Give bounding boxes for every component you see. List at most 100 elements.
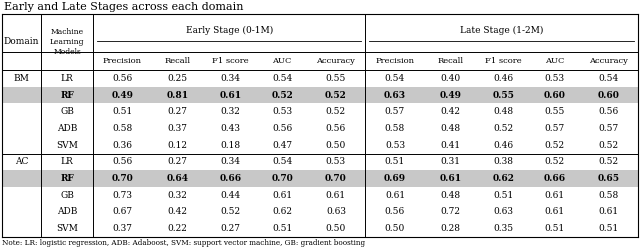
Text: Accuracy: Accuracy [589,57,628,65]
Text: 0.52: 0.52 [598,157,618,166]
Text: 0.72: 0.72 [440,207,460,216]
Text: Early and Late Stages across each domain: Early and Late Stages across each domain [4,2,243,12]
Text: 0.53: 0.53 [545,74,564,83]
Text: 0.49: 0.49 [439,90,461,100]
Text: 0.38: 0.38 [493,157,513,166]
Text: 0.27: 0.27 [221,224,241,233]
Text: 0.62: 0.62 [272,207,292,216]
Text: 0.46: 0.46 [493,141,513,150]
Text: 0.55: 0.55 [545,107,565,116]
Text: 0.54: 0.54 [272,157,292,166]
Text: 0.32: 0.32 [221,107,241,116]
Text: 0.31: 0.31 [440,157,460,166]
Text: 0.37: 0.37 [113,224,132,233]
Text: 0.28: 0.28 [440,224,460,233]
Text: 0.34: 0.34 [221,157,241,166]
Text: 0.47: 0.47 [272,141,292,150]
Text: AC: AC [15,157,28,166]
Text: 0.70: 0.70 [325,174,347,183]
Text: 0.66: 0.66 [543,174,566,183]
Text: 0.22: 0.22 [168,224,188,233]
Text: 0.61: 0.61 [326,191,346,200]
Text: 0.18: 0.18 [221,141,241,150]
Text: Recall: Recall [164,57,191,65]
Text: 0.52: 0.52 [326,107,346,116]
Text: 0.51: 0.51 [112,107,132,116]
Text: 0.27: 0.27 [168,107,188,116]
Text: 0.55: 0.55 [492,90,514,100]
Text: 0.42: 0.42 [168,207,188,216]
Text: 0.52: 0.52 [221,207,241,216]
Text: 0.44: 0.44 [221,191,241,200]
Text: 0.63: 0.63 [326,207,346,216]
Text: 0.56: 0.56 [385,207,405,216]
Text: AUC: AUC [545,57,564,65]
Text: 0.52: 0.52 [325,90,347,100]
Text: 0.48: 0.48 [440,191,460,200]
Text: 0.63: 0.63 [384,90,406,100]
Text: 0.25: 0.25 [168,74,188,83]
Text: 0.43: 0.43 [221,124,241,133]
Text: Recall: Recall [437,57,463,65]
Text: 0.56: 0.56 [272,124,292,133]
Text: 0.50: 0.50 [326,141,346,150]
Text: 0.35: 0.35 [493,224,513,233]
Text: ADB: ADB [57,124,77,133]
Text: ADB: ADB [57,207,77,216]
Text: 0.61: 0.61 [385,191,405,200]
Text: 0.51: 0.51 [272,224,292,233]
Text: 0.61: 0.61 [439,174,461,183]
Text: Machine
Learning
Models: Machine Learning Models [50,28,84,56]
Text: SVM: SVM [56,141,78,150]
Text: 0.61: 0.61 [220,90,242,100]
Text: 0.53: 0.53 [272,107,292,116]
Text: 0.60: 0.60 [544,90,566,100]
Text: 0.67: 0.67 [113,207,132,216]
Text: 0.61: 0.61 [272,191,292,200]
Text: 0.57: 0.57 [545,124,565,133]
Text: 0.65: 0.65 [598,174,620,183]
Text: 0.34: 0.34 [221,74,241,83]
Text: 0.57: 0.57 [598,124,619,133]
Text: 0.54: 0.54 [272,74,292,83]
Text: 0.40: 0.40 [440,74,460,83]
Text: 0.51: 0.51 [545,224,565,233]
Text: GB: GB [60,107,74,116]
Text: 0.57: 0.57 [385,107,405,116]
Text: 0.53: 0.53 [385,141,405,150]
Text: 0.62: 0.62 [492,174,514,183]
Text: 0.51: 0.51 [385,157,405,166]
Text: 0.53: 0.53 [326,157,346,166]
Text: F1 score: F1 score [212,57,249,65]
Text: 0.56: 0.56 [326,124,346,133]
Text: 0.32: 0.32 [168,191,188,200]
Text: Early Stage (0-1M): Early Stage (0-1M) [186,25,273,35]
Text: LR: LR [61,74,74,83]
Text: LR: LR [61,157,74,166]
Text: 0.52: 0.52 [271,90,293,100]
Text: 0.61: 0.61 [545,191,564,200]
Text: 0.58: 0.58 [598,191,619,200]
Text: 0.61: 0.61 [545,207,564,216]
Text: 0.50: 0.50 [385,224,405,233]
Text: 0.60: 0.60 [598,90,620,100]
Text: Precision: Precision [376,57,415,65]
Text: 0.70: 0.70 [111,174,133,183]
Bar [2,170,638,187]
Text: 0.69: 0.69 [384,174,406,183]
Text: 0.81: 0.81 [166,90,189,100]
Text: Accuracy: Accuracy [316,57,355,65]
Text: 0.37: 0.37 [168,124,188,133]
Text: 0.51: 0.51 [493,191,513,200]
Text: F1 score: F1 score [485,57,522,65]
Text: 0.36: 0.36 [113,141,132,150]
Text: 0.49: 0.49 [111,90,133,100]
Text: 0.56: 0.56 [598,107,619,116]
Text: Note: LR: logistic regression, ADB: Adaboost, SVM: support vector machine, GB: g: Note: LR: logistic regression, ADB: Adab… [2,239,365,247]
Text: 0.56: 0.56 [112,74,132,83]
Text: 0.42: 0.42 [440,107,460,116]
Text: 0.12: 0.12 [168,141,188,150]
Text: 0.41: 0.41 [440,141,460,150]
Text: 0.27: 0.27 [168,157,188,166]
Text: RF: RF [60,174,74,183]
